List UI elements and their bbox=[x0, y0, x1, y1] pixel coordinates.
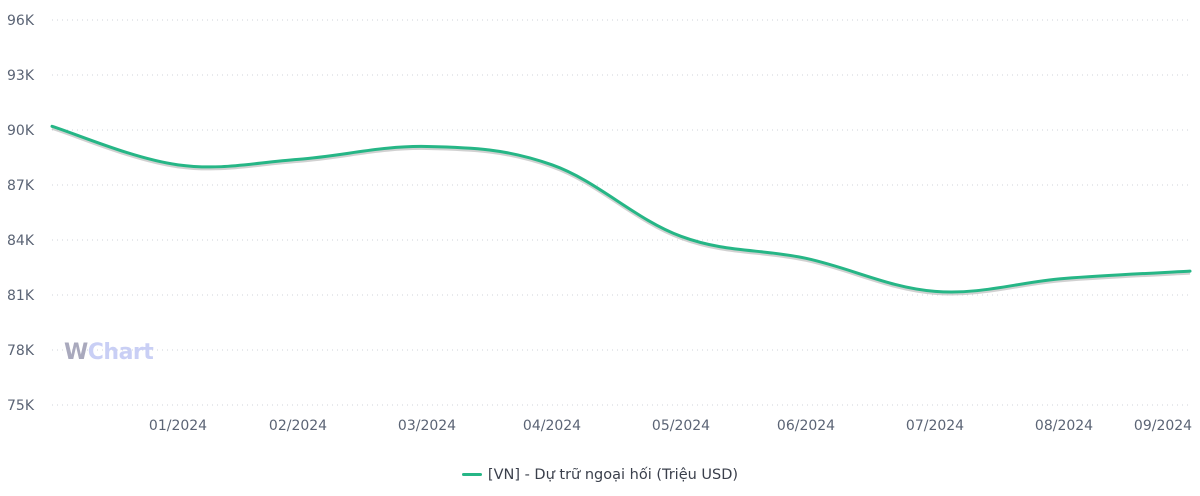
series-line[interactable] bbox=[50, 124, 1192, 294]
x-tick-label: 02/2024 bbox=[269, 418, 327, 434]
x-tick-label: 07/2024 bbox=[906, 418, 964, 434]
x-tick-label: 03/2024 bbox=[398, 418, 456, 434]
y-tick-label: 78K bbox=[7, 343, 35, 359]
chart-legend: [VN] - Dự trữ ngoại hối (Triệu USD) bbox=[0, 464, 1200, 483]
watermark-text: Chart bbox=[87, 340, 154, 365]
y-tick-label: 81K bbox=[7, 288, 35, 304]
x-tick-label: 04/2024 bbox=[523, 418, 581, 434]
x-tick-label: 01/2024 bbox=[149, 418, 207, 434]
grid-lines bbox=[52, 19, 1192, 406]
x-tick-label: 09/2024 bbox=[1134, 418, 1192, 434]
x-tick-label: 05/2024 bbox=[652, 418, 710, 434]
y-tick-label: 93K bbox=[7, 68, 35, 84]
y-tick-label: 90K bbox=[7, 123, 35, 139]
x-tick-label: 06/2024 bbox=[777, 418, 835, 434]
y-tick-label: 87K bbox=[7, 178, 35, 194]
y-tick-label: 75K bbox=[7, 398, 35, 414]
legend-line-icon bbox=[461, 473, 482, 476]
y-tick-label: 84K bbox=[7, 233, 35, 249]
legend-label: [VN] - Dự trữ ngoại hối (Triệu USD) bbox=[487, 466, 739, 483]
x-tick-label: 08/2024 bbox=[1035, 418, 1093, 434]
x-axis: 01/2024 02/2024 03/2024 04/2024 05/2024 06/20… bbox=[149, 418, 1192, 434]
y-axis: 96K 93K 90K 87K 84K 81K 78K 75K bbox=[7, 13, 35, 414]
y-tick-label: 96K bbox=[7, 13, 35, 29]
watermark-logo-icon: W bbox=[64, 340, 88, 365]
series-line-shadow bbox=[51, 126, 1191, 296]
legend-item[interactable]: [VN] - Dự trữ ngoại hối (Triệu USD) bbox=[461, 466, 739, 483]
wichart-watermark: WChart bbox=[64, 340, 154, 365]
